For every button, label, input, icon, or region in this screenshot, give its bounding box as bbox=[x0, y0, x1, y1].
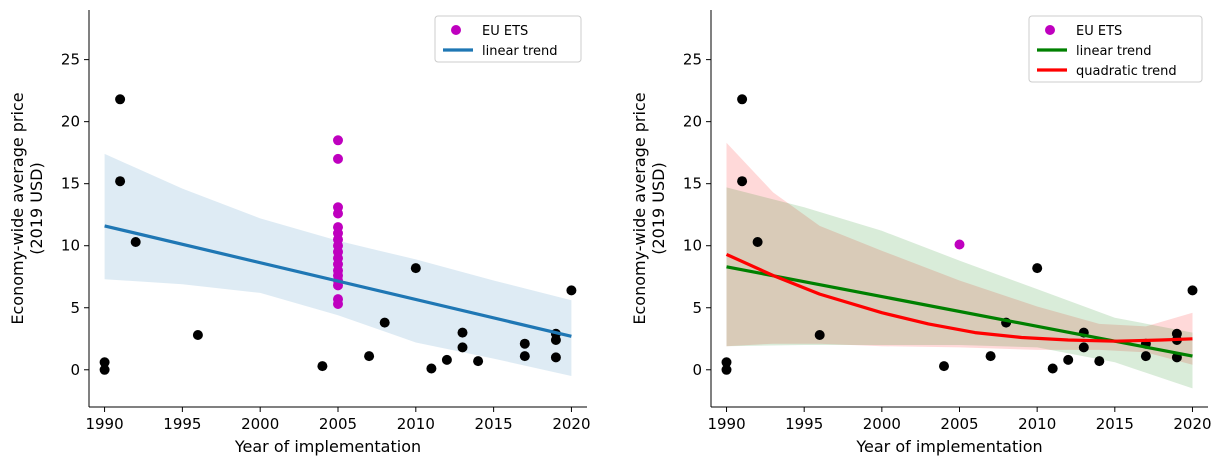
data-point bbox=[519, 351, 530, 362]
x-tick-label: 2010 bbox=[397, 415, 435, 433]
data-point bbox=[737, 176, 748, 187]
quadratic-trend-line bbox=[725, 252, 1193, 343]
y-axis-title: Economy-wide average price bbox=[630, 92, 649, 324]
data-point bbox=[721, 357, 732, 368]
data-point bbox=[130, 237, 141, 247]
y-axis-title: Economy-wide average price bbox=[8, 92, 27, 324]
data-point bbox=[115, 94, 126, 105]
chart-panel-1: 1990 1995 2000 2005 2010 2015 2020 0 5 10 15 20 25 Ye… bbox=[8, 10, 591, 456]
data-point bbox=[519, 338, 530, 349]
y-tick-label: 0 bbox=[692, 361, 702, 379]
data-point bbox=[364, 351, 375, 362]
linear-trend-line bbox=[104, 224, 572, 338]
chart-panel-2: 1990 1995 2000 2005 2010 2015 2020 0 5 10 15 20 25 Ye… bbox=[630, 10, 1212, 456]
x-tick-label: 2005 bbox=[319, 415, 357, 433]
legend-label: EU ETS bbox=[1076, 24, 1122, 39]
x-tick-label: 2020 bbox=[552, 415, 590, 433]
x-axis-title: Year of implementation bbox=[234, 437, 421, 456]
y-tick-label: 20 bbox=[683, 113, 702, 131]
y-axis-title: (2019 USD) bbox=[27, 162, 46, 254]
confidence-band-green bbox=[726, 187, 1193, 389]
data-point bbox=[985, 351, 996, 362]
x-tick-label: 2000 bbox=[863, 415, 901, 433]
y-tick-label: 15 bbox=[61, 175, 80, 193]
x-axis-title: Year of implementation bbox=[855, 437, 1042, 456]
data-point bbox=[1047, 363, 1058, 374]
x-tick-label: 1995 bbox=[163, 415, 201, 433]
data-point bbox=[1078, 342, 1089, 353]
data-point bbox=[721, 364, 732, 375]
x-tick-label: 2000 bbox=[241, 415, 279, 433]
y-tick-label: 5 bbox=[70, 299, 80, 317]
data-point bbox=[457, 342, 468, 353]
y-tick-label: 10 bbox=[61, 237, 80, 255]
data-point bbox=[814, 330, 825, 340]
data-point bbox=[1140, 351, 1151, 362]
x-tick-label: 1995 bbox=[785, 415, 823, 433]
legend-label: linear trend bbox=[1076, 44, 1152, 59]
x-tick-label: 2005 bbox=[940, 415, 978, 433]
data-point bbox=[1063, 354, 1074, 365]
data-point bbox=[1094, 356, 1105, 367]
y-tick-label: 25 bbox=[61, 51, 80, 69]
plot-area bbox=[99, 94, 577, 376]
x-tick-label: 2015 bbox=[1096, 415, 1134, 433]
data-point bbox=[1032, 263, 1043, 274]
eu-ets-point bbox=[333, 299, 343, 309]
data-point bbox=[473, 356, 484, 367]
eu-ets-point bbox=[333, 208, 343, 219]
legend-label: quadratic trend bbox=[1076, 64, 1177, 79]
x-tick-label: 2010 bbox=[1018, 415, 1056, 433]
data-point bbox=[99, 357, 110, 368]
y-tick-label: 0 bbox=[70, 361, 80, 379]
data-point bbox=[550, 335, 561, 345]
y-tick-label: 10 bbox=[683, 237, 702, 255]
data-point bbox=[317, 361, 328, 372]
y-tick-label: 15 bbox=[683, 175, 702, 193]
eu-ets-point bbox=[333, 135, 343, 146]
data-point bbox=[752, 237, 763, 247]
legend-marker-eu-ets bbox=[451, 25, 461, 35]
x-tick-label: 2020 bbox=[1173, 415, 1211, 433]
data-point bbox=[410, 263, 421, 274]
x-tick-label: 2015 bbox=[475, 415, 513, 433]
legend-frame bbox=[1028, 15, 1203, 83]
data-point bbox=[426, 363, 437, 374]
legend-label: EU ETS bbox=[482, 24, 528, 39]
data-point bbox=[192, 330, 203, 340]
plot-area bbox=[721, 94, 1198, 389]
x-tick-label: 1990 bbox=[707, 415, 745, 433]
legend-marker-eu-ets bbox=[1045, 25, 1055, 35]
data-point bbox=[441, 354, 452, 365]
data-point bbox=[99, 364, 110, 375]
x-tick-label: 1990 bbox=[85, 415, 123, 433]
data-point bbox=[939, 361, 949, 372]
y-tick-label: 5 bbox=[692, 299, 702, 317]
eu-ets-point bbox=[333, 153, 343, 164]
data-point bbox=[379, 317, 390, 328]
confidence-band-red bbox=[726, 142, 1193, 365]
data-point bbox=[550, 352, 561, 363]
data-point bbox=[737, 94, 748, 105]
legend: EU ETS linear trend quadratic trend bbox=[1028, 15, 1203, 83]
y-axis-title: (2019 USD) bbox=[649, 162, 668, 254]
legend-label: linear trend bbox=[482, 44, 558, 59]
data-point bbox=[566, 285, 577, 296]
data-point bbox=[115, 176, 126, 187]
data-point bbox=[457, 327, 468, 338]
data-point bbox=[1187, 285, 1198, 296]
eu-ets-point bbox=[954, 239, 965, 250]
legend: EU ETS linear trend bbox=[434, 15, 582, 63]
y-tick-label: 25 bbox=[683, 51, 702, 69]
y-tick-label: 20 bbox=[61, 113, 80, 131]
